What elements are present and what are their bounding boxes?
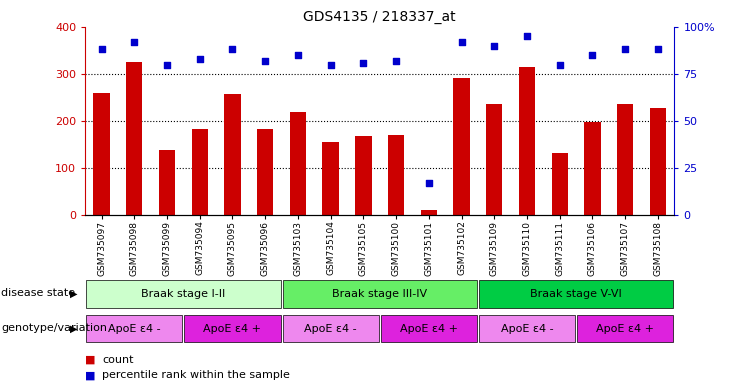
Point [161, 61, 173, 68]
Title: GDS4135 / 218337_at: GDS4135 / 218337_at [304, 10, 456, 25]
Bar [322, 142, 339, 215]
Bar [355, 136, 371, 215]
Bar [86, 315, 182, 343]
Point [259, 58, 271, 64]
Bar [86, 280, 281, 308]
Text: ApoE ε4 +: ApoE ε4 + [204, 324, 262, 334]
Point [128, 39, 140, 45]
Text: Braak stage I-II: Braak stage I-II [142, 289, 225, 299]
Text: ApoE ε4 +: ApoE ε4 + [597, 324, 654, 334]
Bar [192, 129, 208, 215]
Text: ApoE ε4 -: ApoE ε4 - [501, 324, 554, 334]
Bar [479, 315, 575, 343]
Text: ■: ■ [85, 355, 96, 365]
Bar [453, 78, 470, 215]
Point [554, 61, 565, 68]
Text: Braak stage V-VI: Braak stage V-VI [531, 289, 622, 299]
Text: ■: ■ [85, 370, 96, 380]
Point [652, 46, 664, 53]
Text: genotype/variation: genotype/variation [1, 323, 107, 333]
Bar [551, 153, 568, 215]
Point [194, 56, 206, 62]
Bar [577, 315, 674, 343]
Bar [159, 150, 175, 215]
Bar [585, 122, 601, 215]
Text: count: count [102, 355, 134, 365]
Bar [126, 62, 142, 215]
Point [521, 33, 533, 40]
Text: Braak stage III-IV: Braak stage III-IV [332, 289, 428, 299]
Bar [421, 210, 437, 215]
Point [423, 180, 435, 186]
Bar [388, 135, 405, 215]
Text: ApoE ε4 +: ApoE ε4 + [400, 324, 458, 334]
Bar [257, 129, 273, 215]
Point [456, 39, 468, 45]
Point [488, 43, 500, 49]
Bar [519, 67, 535, 215]
Bar [282, 280, 477, 308]
Bar [282, 315, 379, 343]
Point [292, 52, 304, 58]
Bar [290, 113, 306, 215]
Bar [479, 280, 674, 308]
Point [227, 46, 239, 53]
Text: ApoE ε4 -: ApoE ε4 - [305, 324, 357, 334]
Bar [617, 104, 634, 215]
Bar [486, 104, 502, 215]
Text: disease state: disease state [1, 288, 76, 298]
Point [357, 60, 369, 66]
Point [96, 46, 107, 53]
Bar [225, 94, 241, 215]
Bar [381, 315, 477, 343]
Bar [650, 108, 666, 215]
Point [391, 58, 402, 64]
Bar [185, 315, 281, 343]
Point [325, 61, 336, 68]
Text: ApoE ε4 -: ApoE ε4 - [108, 324, 161, 334]
Text: ▶: ▶ [70, 289, 77, 299]
Point [587, 52, 599, 58]
Point [619, 46, 631, 53]
Text: ▶: ▶ [70, 324, 77, 334]
Bar [93, 93, 110, 215]
Text: percentile rank within the sample: percentile rank within the sample [102, 370, 290, 380]
